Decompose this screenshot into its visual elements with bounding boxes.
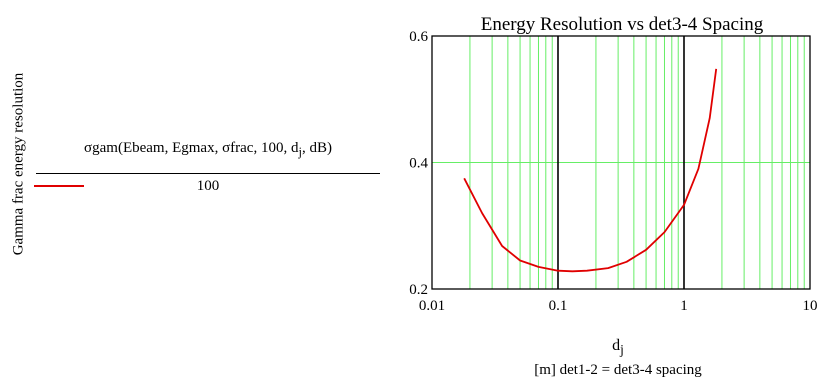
plot-frame: [431, 35, 811, 290]
fraction-bar: [36, 173, 380, 174]
x-tick-label: 10: [803, 298, 818, 314]
x-tick-label: 1: [680, 298, 688, 314]
x-axis-variable: dj: [578, 337, 658, 358]
series-line: [463, 68, 718, 273]
y-tick-label: 0.6: [409, 29, 428, 45]
expression-numerator-text: σgam(Ebeam, Egmax, σfrac, 100, d: [84, 140, 299, 156]
expression-numerator-tail: , dB): [301, 140, 332, 156]
expression-denominator: 100: [196, 178, 220, 194]
y-tick-label: 0.2: [409, 282, 428, 298]
y-tick-label: 0.4: [409, 156, 428, 172]
x-axis-variable-text: d: [612, 337, 621, 354]
x-axis-unit-label: [m] det1-2 = det3-4 spacing: [534, 362, 702, 378]
x-axis-variable-subscript: j: [620, 342, 624, 358]
expression-numerator-subscript: j: [298, 145, 302, 159]
x-tick-label: 0.1: [549, 298, 568, 314]
legend-line-swatch: [34, 185, 84, 187]
expression-numerator: σgam(Ebeam, Egmax, σfrac, 100, dj, dB): [36, 140, 380, 160]
x-tick-label: 0.01: [419, 298, 445, 314]
trace-expression[interactable]: σgam(Ebeam, Egmax, σfrac, 100, dj, dB) 1…: [36, 140, 380, 200]
chart-title: Energy Resolution vs det3-4 Spacing: [481, 14, 764, 35]
series-layer: [463, 68, 718, 273]
grid-lines: [432, 36, 810, 289]
tick-labels: 0.01 0.1 1 10 0.2 0.4 0.6: [409, 29, 817, 314]
